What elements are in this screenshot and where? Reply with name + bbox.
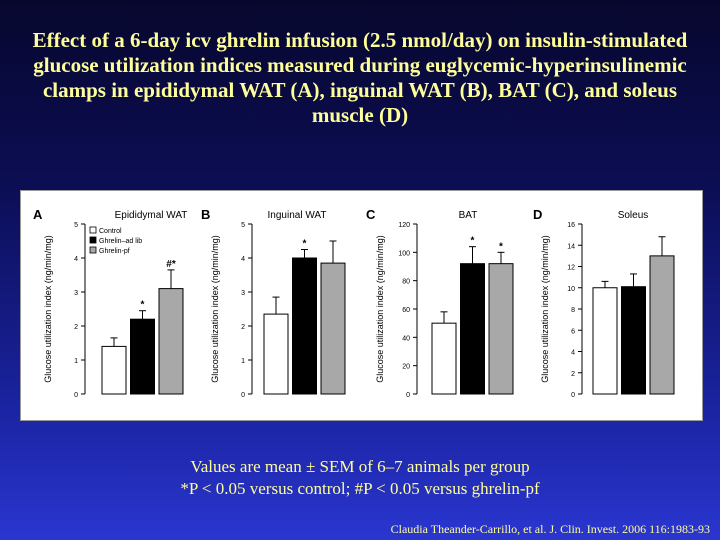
legend-swatch: [89, 236, 97, 244]
panel-d-ytick-label: 12: [567, 265, 575, 272]
panel-d-title: Soleus: [618, 210, 649, 221]
panel-b-ylabel: Glucose utilization index (ng/min/mg): [210, 235, 220, 383]
panel-b-ytick-label: 3: [241, 290, 245, 297]
panel-d-bar: [621, 286, 646, 395]
panel-c-letter: C: [366, 207, 376, 222]
panel-b-significance-label: *: [303, 239, 307, 250]
panel-d-ytick-label: 2: [571, 371, 575, 378]
legend-label: Ghrelin–ad lib: [99, 238, 142, 245]
citation: Claudia Theander-Carrillo, et al. J. Cli…: [390, 522, 710, 536]
panel-a-ytick-label: 5: [74, 222, 78, 229]
footnotes: Values are mean ± SEM of 6–7 animals per…: [0, 456, 720, 500]
panel-d-ytick-label: 0: [571, 392, 575, 399]
panel-b-bar: [263, 313, 289, 395]
panel-a-ytick-label: 4: [74, 256, 78, 263]
panel-b-letter: B: [201, 207, 210, 222]
panel-d-ytick-label: 8: [571, 307, 575, 314]
panel-c-significance-label: *: [471, 236, 475, 247]
panel-c-ytick-label: 100: [398, 250, 410, 257]
panel-c-bar: [488, 263, 514, 395]
panel-c-title: BAT: [459, 210, 478, 221]
panel-d-bar: [592, 287, 618, 395]
panel-b-ytick-label: 4: [241, 256, 245, 263]
panel-a-ytick-label: 1: [74, 358, 78, 365]
panel-a-bar: [158, 288, 184, 395]
panel-a-ytick-label: 2: [74, 324, 78, 331]
panel-b-ytick-label: 1: [241, 358, 245, 365]
panel-d-ytick-label: 16: [567, 222, 575, 229]
panel-b-title: Inguinal WAT: [268, 210, 327, 221]
panel-a-significance-label: *: [141, 300, 145, 311]
panel-c-significance-label: *: [499, 241, 503, 252]
panel-d-bar: [649, 255, 675, 395]
slide-title: Effect of a 6-day icv ghrelin infusion (…: [32, 28, 688, 127]
legend-swatch: [89, 246, 97, 254]
panel-c-ylabel: Glucose utilization index (ng/min/mg): [375, 235, 385, 383]
bar-charts-figure: A Epididymal WAT Glucose utilization index…: [33, 207, 675, 399]
panel-a-letter: A: [33, 207, 43, 222]
panel-d-ytick-label: 6: [571, 328, 575, 335]
panel-d-ytick-label: 14: [567, 243, 575, 250]
note-mean-sem: Values are mean ± SEM of 6–7 animals per…: [190, 457, 530, 476]
legend-swatch: [89, 226, 97, 234]
panel-b-ytick-label: 2: [241, 324, 245, 331]
panel-a-ytick-label: 0: [74, 392, 78, 399]
figure-panel: A Epididymal WAT Glucose utilization index…: [20, 190, 703, 421]
panel-a-title: Epididymal WAT: [115, 210, 188, 221]
panel-a-significance-label: #*: [166, 259, 176, 270]
note-significance: *P < 0.05 versus control; #P < 0.05 vers…: [180, 479, 540, 498]
panel-c-ytick-label: 40: [402, 335, 410, 342]
panel-d-ytick-label: 4: [571, 350, 575, 357]
panel-c-ytick-label: 80: [402, 279, 410, 286]
legend-label: Control: [99, 228, 122, 235]
panel-a-ytick-label: 3: [74, 290, 78, 297]
panel-a-bar: [130, 318, 155, 395]
panel-d-letter: D: [533, 207, 542, 222]
panel-a-bar: [101, 345, 127, 395]
panel-c-ytick-label: 20: [402, 364, 410, 371]
panel-d-ytick-label: 10: [567, 286, 575, 293]
panel-c-ytick-label: 120: [398, 222, 410, 229]
panel-b-ytick-label: 5: [241, 222, 245, 229]
panel-b-bar: [292, 257, 317, 395]
panel-c-ytick-label: 60: [402, 307, 410, 314]
legend-label: Ghrelin-pf: [99, 248, 130, 255]
panel-b-ytick-label: 0: [241, 392, 245, 399]
panel-d-ylabel: Glucose utilization index (ng/min/mg): [540, 235, 550, 383]
panel-a-ylabel: Glucose utilization index (ng/min/mg): [43, 235, 53, 383]
panel-c-ytick-label: 0: [406, 392, 410, 399]
panel-b-bar: [320, 262, 346, 395]
panel-c-bar: [460, 263, 485, 395]
panel-c-bar: [431, 322, 457, 395]
